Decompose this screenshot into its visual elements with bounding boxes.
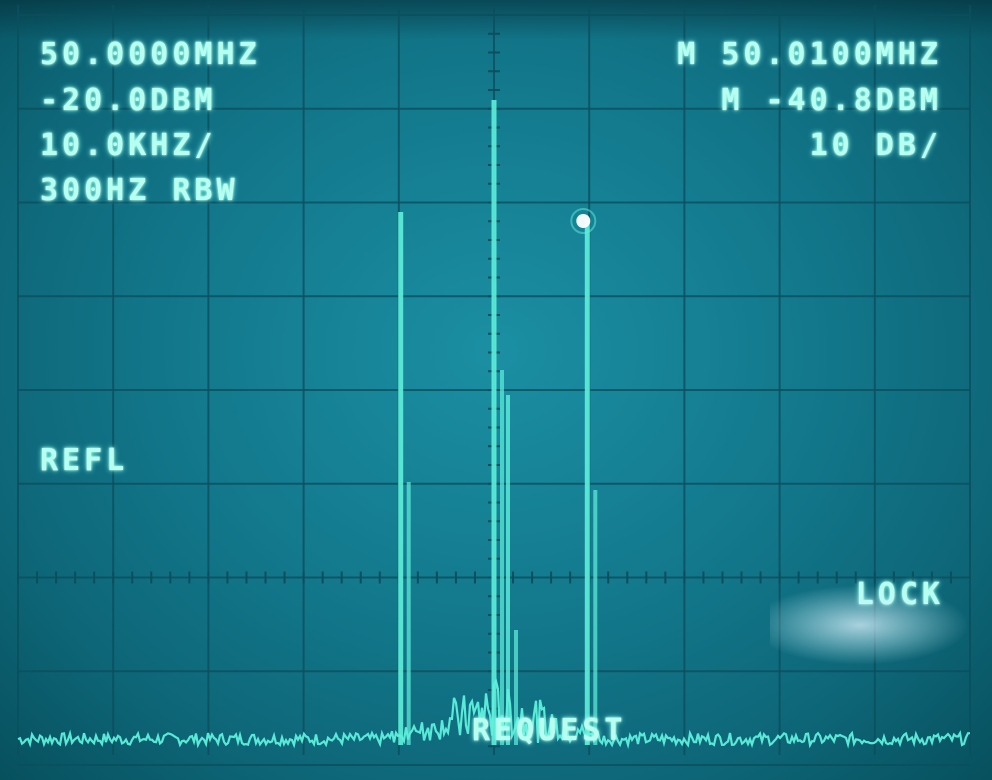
lock-indicator: LOCK [855, 577, 944, 612]
marker-dot [576, 214, 591, 228]
center-frequency-readout: 50.0000MHZ [40, 37, 261, 72]
marker-frequency-readout: M 50.0100MHZ [677, 37, 942, 72]
span-per-division-readout: 10.0KHZ/ [40, 128, 217, 163]
rbw-readout: 300HZ RBW [40, 173, 239, 208]
scale-readout: 10 DB/ [809, 128, 942, 163]
marker-level-readout: M -40.8DBM [721, 83, 942, 118]
reference-level-readout: -20.0DBM [40, 83, 217, 118]
request-indicator: REQUEST [472, 713, 627, 748]
mode-readout: REFL [40, 443, 129, 478]
marker-glow [570, 208, 597, 234]
